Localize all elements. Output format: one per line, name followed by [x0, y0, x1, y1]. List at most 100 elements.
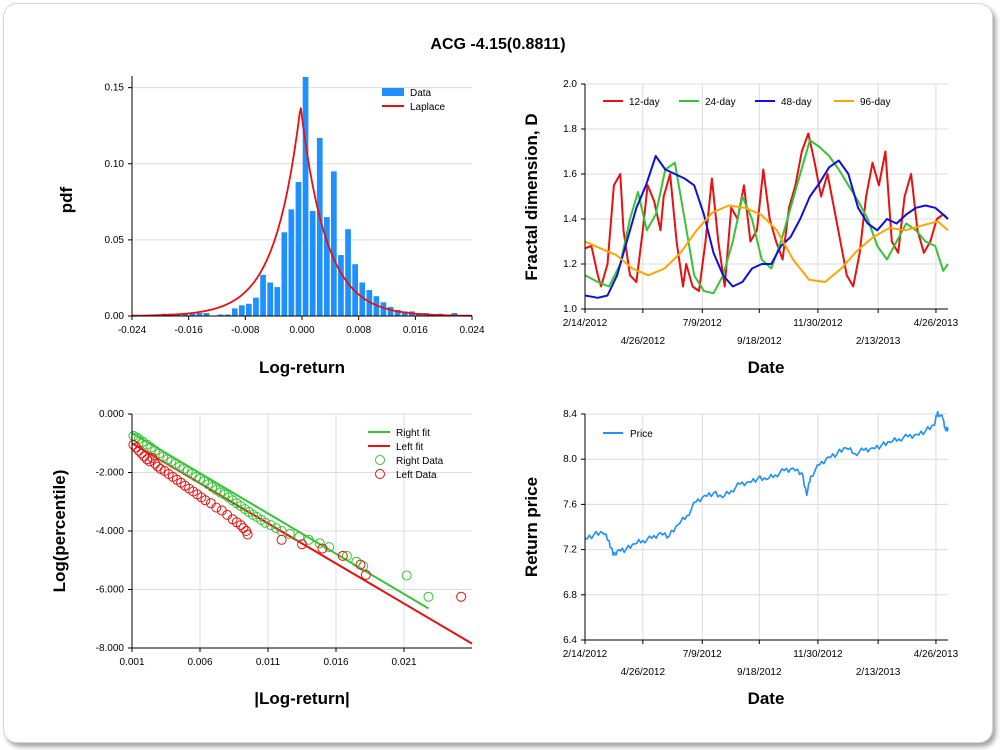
- hist-xtick-label: 0.024: [459, 325, 484, 336]
- right-data-point: [341, 550, 352, 561]
- fractal-xtick-label: 4/26/2013: [914, 318, 959, 329]
- right-data-point: [423, 591, 434, 602]
- hist-xtick-label: -0.008: [231, 325, 260, 336]
- fractal-xtick-label: 11/30/2012: [793, 318, 843, 329]
- hist-bar: [359, 282, 366, 316]
- tail-ytick-label: -2.000: [96, 468, 125, 479]
- hist-bar: [324, 217, 330, 316]
- hist-bar: [401, 311, 408, 316]
- tail-ytick-label: -4.000: [96, 526, 125, 537]
- hist-bar: [246, 303, 252, 316]
- hist-bar: [224, 314, 231, 316]
- hist-bar: [338, 255, 344, 316]
- fractal-series-12-day: [584, 132, 949, 292]
- hist-bar: [380, 302, 387, 316]
- tail-xtick-label: 0.006: [187, 657, 212, 668]
- hist-bar: [345, 229, 351, 316]
- left-data-point: [152, 461, 163, 472]
- hist-bar: [239, 305, 245, 316]
- price-ytick-label: 7.6: [563, 499, 577, 510]
- legend-label-left-data: Left Data: [396, 470, 437, 481]
- left-data-point: [150, 458, 161, 469]
- tail-ytick-label: -6.000: [96, 585, 125, 596]
- fractal-xtick-label: 2/13/2013: [856, 336, 901, 347]
- hist-xlabel: Log-return: [259, 358, 345, 377]
- hist-bar: [253, 297, 259, 316]
- legend-swatch-left-data: [375, 469, 385, 479]
- left-data-point: [337, 550, 348, 561]
- hist-ytick-label: 0.00: [105, 311, 125, 322]
- hist-bar: [231, 308, 238, 316]
- hist-bar: [274, 287, 281, 316]
- tail-ytick-label: -8.000: [96, 643, 125, 654]
- price-xtick-label: 4/26/2013: [914, 649, 959, 660]
- left-data-point: [200, 495, 211, 506]
- hist-bar: [387, 306, 394, 316]
- left-data-point: [136, 448, 147, 459]
- left-data-point: [128, 439, 139, 450]
- hist-xtick-label: -0.016: [174, 325, 203, 336]
- tail-xtick-label: 0.011: [256, 657, 281, 668]
- fractal-ylabel: Fractal dimension, D: [522, 113, 541, 280]
- hist-ytick-label: 0.15: [105, 83, 125, 94]
- legend-swatch-data: [382, 88, 404, 96]
- price-xtick-label: 7/9/2012: [683, 649, 722, 660]
- price-ytick-label: 6.8: [563, 590, 577, 601]
- left-data-point: [139, 451, 150, 462]
- price-ylabel: Return price: [522, 477, 541, 577]
- hist-xtick-label: 0.016: [403, 325, 428, 336]
- hist-bar: [182, 313, 188, 316]
- right-data-point: [401, 570, 412, 581]
- fractal-series-24-day: [584, 139, 949, 295]
- fractal-xtick-label: 2/14/2012: [563, 318, 608, 329]
- fractal-series-48-day: [584, 155, 949, 299]
- price-xlabel: Date: [748, 689, 785, 708]
- price-legend-label: Price: [630, 429, 653, 440]
- left-data-point: [144, 456, 155, 467]
- hist-bar: [267, 282, 273, 316]
- hist-xtick-label: 0.008: [346, 325, 371, 336]
- price-xtick-label: 4/26/2012: [621, 667, 666, 678]
- price-xtick-label: 9/18/2012: [737, 667, 782, 678]
- figure-title: ACG -4.15(0.8811): [430, 36, 565, 53]
- hist-bar: [196, 313, 203, 316]
- right-data-point: [260, 517, 271, 528]
- legend-swatch-right-data: [375, 455, 385, 465]
- left-data-point: [276, 534, 287, 545]
- left-data-point: [142, 454, 152, 465]
- fractal-xtick-label: 9/18/2012: [737, 336, 782, 347]
- right-data-point: [324, 542, 335, 553]
- hist-bar: [309, 211, 316, 316]
- hist-ylabel: pdf: [57, 186, 76, 213]
- price-xtick-label: 2/14/2012: [563, 649, 608, 660]
- right-data-point: [271, 523, 282, 534]
- tail-ytick-label: 0.000: [99, 409, 124, 420]
- fractal-legend-label-96-day: 96-day: [860, 97, 891, 108]
- left-data-point: [297, 539, 307, 550]
- fractal-legend-label-12-day: 12-day: [629, 97, 660, 108]
- figure-frame: [3, 3, 993, 743]
- legend-label-right-fit: Right fit: [396, 428, 430, 439]
- price-xtick-label: 2/13/2013: [856, 667, 901, 678]
- left-data-point: [355, 559, 366, 570]
- hist-bar: [260, 274, 266, 316]
- right-data-point: [294, 531, 305, 542]
- legend-label-left-fit: Left fit: [396, 442, 423, 453]
- fractal-ytick-label: 1.4: [563, 214, 577, 225]
- hist-bar: [366, 290, 373, 316]
- left-data-point: [360, 569, 371, 580]
- hist-bar: [288, 209, 295, 316]
- fractal-legend-label-48-day: 48-day: [781, 97, 812, 108]
- left-data-point: [211, 502, 222, 513]
- price-xtick-label: 11/30/2012: [793, 649, 843, 660]
- fractal-xtick-label: 4/26/2012: [621, 336, 666, 347]
- price-ytick-label: 6.4: [563, 635, 577, 646]
- legend-label-right-data: Right Data: [396, 456, 444, 467]
- price-line: [584, 410, 949, 557]
- hist-ytick-label: 0.05: [105, 235, 125, 246]
- fractal-ytick-label: 2.0: [563, 79, 577, 90]
- fractal-xlabel: Date: [748, 358, 785, 377]
- fractal-ytick-label: 1.8: [563, 124, 577, 135]
- tail-ylabel: Log(percentile): [50, 470, 69, 593]
